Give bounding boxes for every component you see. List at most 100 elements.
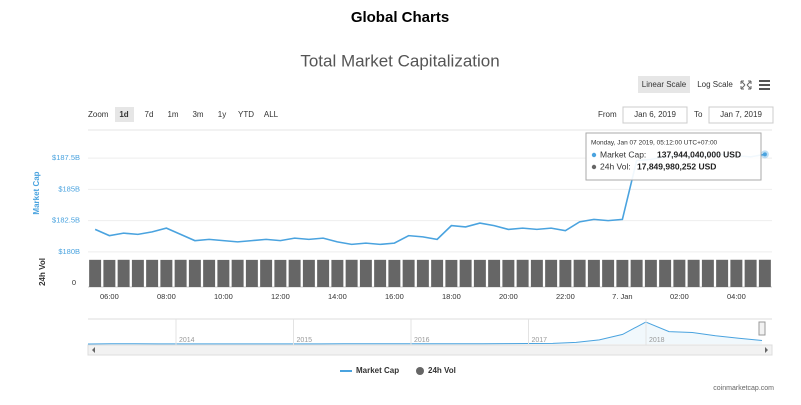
tooltip-dot: [591, 164, 597, 170]
volume-bar: [730, 259, 743, 287]
x-tick-label: 10:00: [214, 292, 233, 301]
tooltip: Monday, Jan 07 2019, 05:12:00 UTC+07:00 …: [585, 132, 762, 181]
volume-bar: [630, 259, 643, 287]
volume-bar: [502, 259, 515, 287]
tooltip-value: 137,944,040,000 USD: [657, 149, 741, 159]
volume-bar: [659, 259, 672, 287]
zoom-button[interactable]: 1y: [218, 110, 226, 119]
volume-bar: [359, 259, 372, 287]
x-tick-label: 04:00: [727, 292, 746, 301]
volume-bar: [716, 259, 729, 287]
fullscreen-icon[interactable]: [740, 80, 752, 90]
volume-bar: [274, 259, 287, 287]
legend-swatch: [416, 367, 424, 375]
navigator-handle[interactable]: [758, 321, 766, 336]
legend-item[interactable]: Market Cap: [340, 366, 399, 375]
y-axis-title: Market Cap: [32, 171, 41, 214]
volume-bar: [416, 259, 429, 287]
navigator-label: 2016: [414, 337, 430, 344]
zoom-button[interactable]: 1d: [119, 110, 128, 119]
y-tick-label: $182.5B: [52, 216, 80, 225]
volume-bar: [673, 259, 686, 287]
zoom-button[interactable]: 7d: [145, 110, 154, 119]
volume-bar: [701, 259, 714, 287]
volume-bar: [245, 259, 258, 287]
to-date: Jan 7, 2019: [720, 110, 762, 119]
volume-bar: [103, 259, 116, 287]
zoom-active-bg: [115, 107, 134, 122]
tooltip-value: 17,849,980,252 USD: [637, 161, 716, 171]
x-tick-label: 18:00: [442, 292, 461, 301]
volume-bar: [260, 259, 273, 287]
to-label: To: [694, 110, 703, 119]
navigator-label: 2014: [179, 337, 195, 344]
x-tick-label: 22:00: [556, 292, 575, 301]
zoom-button[interactable]: 1m: [167, 110, 178, 119]
y-tick-label: $185B: [58, 184, 80, 193]
volume-bar: [473, 259, 486, 287]
y2-tick-label: 0: [72, 278, 76, 287]
volume-bar: [231, 259, 244, 287]
page-title: Global Charts: [351, 9, 449, 26]
to-input[interactable]: [708, 106, 774, 124]
volume-bar: [203, 259, 216, 287]
navigator-label: 2018: [649, 337, 665, 344]
volume-bar: [374, 259, 387, 287]
y2-axis-title: 24h Vol: [38, 258, 47, 286]
volume-bar: [331, 259, 344, 287]
volume-bar: [388, 259, 401, 287]
volume-bar: [188, 259, 201, 287]
x-tick-label: 14:00: [328, 292, 347, 301]
x-tick-label: 7. Jan: [612, 292, 632, 301]
credit: coinmarketcap.com: [713, 385, 774, 392]
tooltip-dot: [591, 152, 597, 158]
legend-label: 24h Vol: [428, 366, 456, 375]
tooltip-date: Monday, Jan 07 2019, 05:12:00 UTC+07:00: [591, 140, 718, 147]
scale-button[interactable]: Log Scale: [697, 80, 733, 89]
volume-bar: [89, 259, 102, 287]
navigator-line: [87, 321, 763, 345]
volume-bar: [402, 259, 415, 287]
menu-icon[interactable]: [759, 80, 770, 90]
volume-bar: [174, 259, 187, 287]
volume-bar: [459, 259, 472, 287]
tooltip-box: [585, 132, 762, 181]
zoom-button[interactable]: YTD: [238, 110, 254, 119]
legend-item[interactable]: 24h Vol: [416, 366, 456, 375]
volume-bar: [288, 259, 301, 287]
zoom-button[interactable]: 3m: [192, 110, 203, 119]
volume-bar: [545, 259, 558, 287]
scale-button[interactable]: Linear Scale: [642, 80, 687, 89]
volume-bar: [117, 259, 130, 287]
scrollbar[interactable]: [87, 344, 773, 356]
plot-area: $180B $182.5B $185B $187.5B 0 06:00 08:00 10:00…: [52, 129, 772, 301]
legend-label: Market Cap: [356, 366, 399, 375]
volume-bar: [687, 259, 700, 287]
volume-bar: [217, 259, 230, 287]
volume-bar: [516, 259, 529, 287]
volume-bar: [160, 259, 173, 287]
from-input[interactable]: [622, 106, 688, 124]
x-tick-label: 20:00: [499, 292, 518, 301]
hover-point-core: [762, 152, 767, 157]
volume-bar: [587, 259, 600, 287]
volume-bar: [317, 259, 330, 287]
from-date: Jan 6, 2019: [634, 110, 676, 119]
y-tick-label: $187.5B: [52, 153, 80, 162]
volume-bar: [445, 259, 458, 287]
zoom-button[interactable]: ALL: [264, 110, 279, 119]
y-tick-label: $180B: [58, 247, 80, 256]
from-label: From: [598, 110, 617, 119]
scale-button-bg: [638, 76, 690, 93]
volume-bar: [616, 259, 629, 287]
x-tick-label: 12:00: [271, 292, 290, 301]
volume-bar: [131, 259, 144, 287]
x-tick-label: 02:00: [670, 292, 689, 301]
volume-bar: [146, 259, 159, 287]
tooltip-label: 24h Vol:: [600, 161, 631, 171]
navigator-label: 2017: [532, 337, 548, 344]
volume-bar: [488, 259, 501, 287]
navigator-label: 2015: [297, 337, 313, 344]
volume-bar: [758, 259, 771, 287]
